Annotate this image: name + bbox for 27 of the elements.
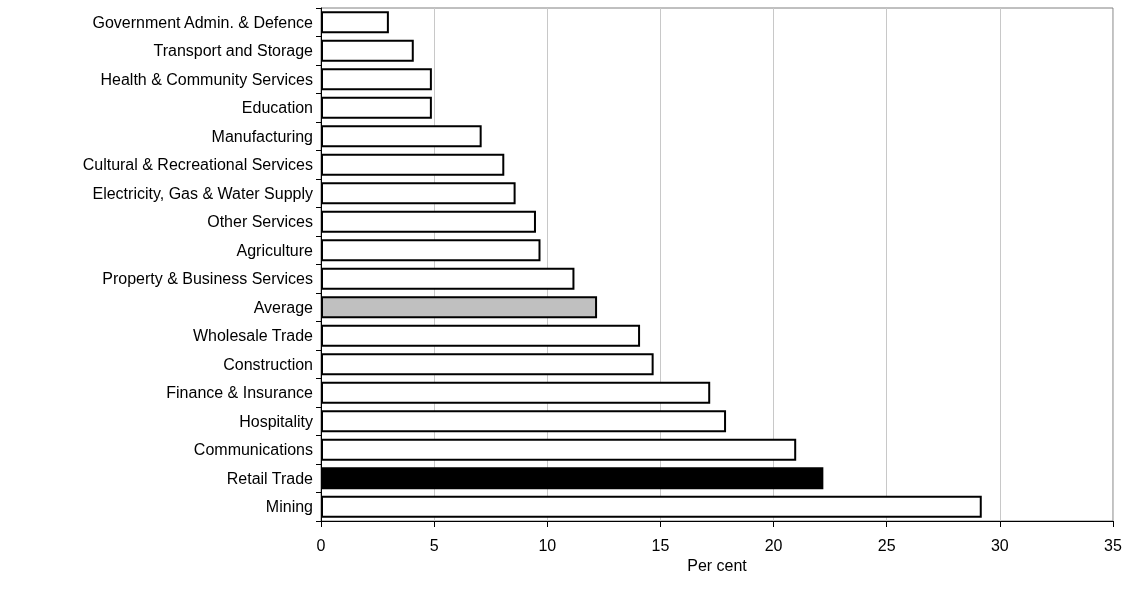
x-tick-label: 10 bbox=[538, 536, 557, 554]
y-tick-label: Mining bbox=[265, 498, 313, 516]
y-tick-label: Other Services bbox=[207, 213, 313, 231]
y-tick-label: Manufacturing bbox=[211, 127, 313, 145]
y-tick-label: Cultural & Recreational Services bbox=[82, 156, 313, 174]
y-tick-label: Education bbox=[241, 99, 313, 117]
y-tick-label: Agriculture bbox=[236, 241, 314, 259]
y-tick-label: Communications bbox=[193, 441, 313, 459]
y-tick-label: Finance & Insurance bbox=[166, 384, 314, 402]
y-tick-label: Construction bbox=[223, 355, 313, 373]
y-tick-label: Average bbox=[253, 298, 314, 316]
y-tick-label: Retail Trade bbox=[226, 469, 314, 487]
y-tick-label: Health & Community Services bbox=[100, 70, 313, 88]
y-tick-label: Wholesale Trade bbox=[192, 327, 314, 345]
x-tick-label: 0 bbox=[316, 536, 326, 554]
y-tick-label: Government Admin. & Defence bbox=[92, 13, 314, 31]
x-tick-label: 25 bbox=[877, 536, 896, 554]
x-tick-label: 30 bbox=[990, 536, 1009, 554]
x-axis-title: Per cent bbox=[687, 557, 748, 575]
y-tick-label: Transport and Storage bbox=[153, 42, 314, 60]
x-tick-label: 5 bbox=[429, 536, 439, 554]
y-tick-label: Property & Business Services bbox=[102, 270, 313, 288]
x-tick-label: 35 bbox=[1104, 536, 1122, 554]
x-tick-label: 15 bbox=[651, 536, 670, 554]
x-tick-label: 20 bbox=[764, 536, 783, 554]
y-tick-label: Hospitality bbox=[239, 412, 313, 430]
y-tick-label: Electricity, Gas & Water Supply bbox=[92, 184, 313, 202]
